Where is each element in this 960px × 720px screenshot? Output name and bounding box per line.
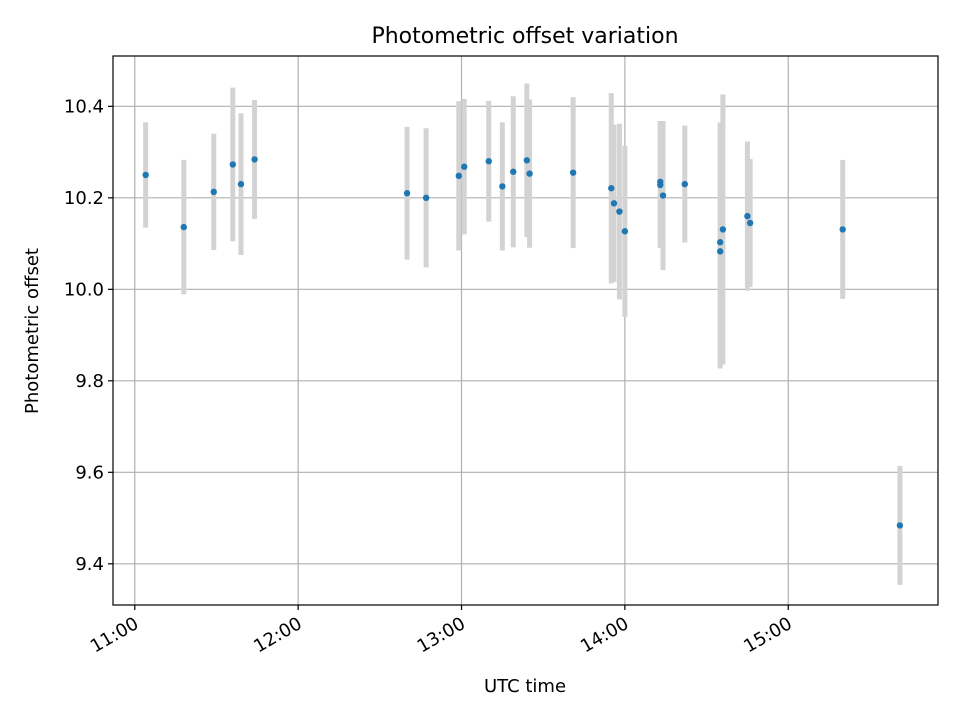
data-point	[569, 169, 577, 176]
data-point	[422, 194, 430, 202]
data-point	[237, 180, 245, 188]
y-tick-label: 10.0	[64, 279, 104, 300]
data-point	[499, 183, 506, 190]
data-points	[142, 156, 904, 529]
y-axis-label: Photometric offset	[22, 248, 43, 414]
grid-lines	[113, 56, 938, 605]
data-point	[746, 219, 754, 227]
data-point	[142, 171, 149, 179]
data-point	[716, 248, 724, 255]
chart-title: Photometric offset variation	[371, 24, 678, 49]
y-tick-label: 10.4	[64, 96, 104, 117]
data-point	[744, 212, 751, 220]
data-point	[461, 163, 468, 170]
data-point	[621, 228, 629, 235]
data-point	[610, 200, 618, 207]
data-point	[608, 185, 615, 192]
data-point	[180, 223, 187, 231]
data-point	[251, 156, 258, 163]
y-tick-label: 9.6	[75, 462, 104, 483]
data-point	[210, 188, 217, 196]
x-axis-label: UTC time	[484, 676, 566, 697]
data-point	[523, 157, 531, 164]
plot-frame	[112, 55, 939, 606]
data-point	[719, 226, 727, 233]
data-point	[681, 180, 688, 188]
data-point	[510, 168, 517, 175]
data-point	[526, 170, 533, 177]
data-point	[455, 172, 462, 180]
data-point	[896, 522, 904, 529]
y-tick-label: 10.2	[64, 188, 104, 209]
y-tick-label: 9.4	[75, 554, 104, 575]
data-point	[659, 192, 667, 199]
y-axis-ticks: 9.4 9.6 9.8 10.0 10.2 10.4	[64, 96, 113, 575]
data-point	[403, 190, 411, 197]
data-point	[657, 178, 664, 186]
data-point	[839, 226, 846, 233]
data-point	[616, 208, 623, 215]
data-point	[485, 158, 492, 165]
data-point	[229, 161, 237, 168]
data-point	[716, 239, 724, 246]
y-tick-label: 9.8	[75, 371, 104, 392]
